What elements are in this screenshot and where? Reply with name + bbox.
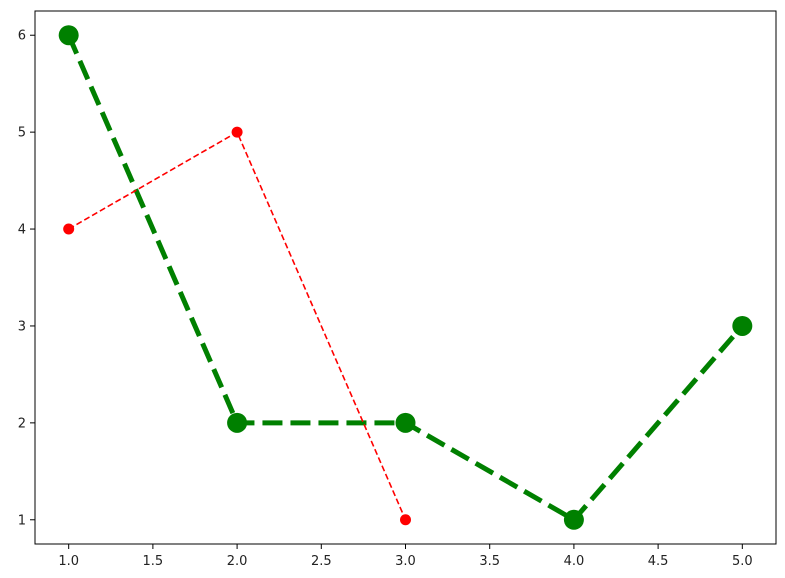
x-tick-label: 3.0 bbox=[395, 554, 416, 569]
series-1-point bbox=[227, 412, 248, 433]
series-1 bbox=[58, 25, 753, 530]
y-axis: 1 2 3 4 5 6 bbox=[18, 29, 35, 528]
series-layer bbox=[58, 25, 753, 530]
x-tick-label: 3.5 bbox=[479, 554, 500, 569]
series-2 bbox=[63, 126, 411, 526]
y-tick-label: 6 bbox=[18, 29, 26, 44]
y-tick-label: 3 bbox=[18, 319, 26, 334]
series-1-point bbox=[732, 315, 753, 336]
x-tick-label: 1.0 bbox=[58, 554, 79, 569]
x-tick-label: 5.0 bbox=[732, 554, 753, 569]
series-1-point bbox=[58, 25, 79, 46]
series-1-point bbox=[395, 412, 416, 433]
x-axis: 1.0 1.5 2.0 2.5 3.0 3.5 4.0 4.5 5.0 bbox=[58, 544, 753, 569]
series-2-point bbox=[231, 126, 243, 138]
series-1-point bbox=[563, 509, 584, 530]
y-tick-label: 2 bbox=[18, 416, 26, 431]
x-tick-label: 4.0 bbox=[564, 554, 585, 569]
x-tick-label: 1.5 bbox=[143, 554, 164, 569]
x-tick-label: 2.0 bbox=[227, 554, 248, 569]
series-2-point bbox=[400, 514, 411, 526]
x-tick-label: 4.5 bbox=[648, 554, 669, 569]
x-tick-label: 2.5 bbox=[311, 554, 332, 569]
y-tick-label: 1 bbox=[18, 513, 26, 528]
y-tick-label: 5 bbox=[18, 126, 26, 141]
y-tick-label: 4 bbox=[18, 223, 26, 238]
series-2-point bbox=[63, 223, 75, 235]
